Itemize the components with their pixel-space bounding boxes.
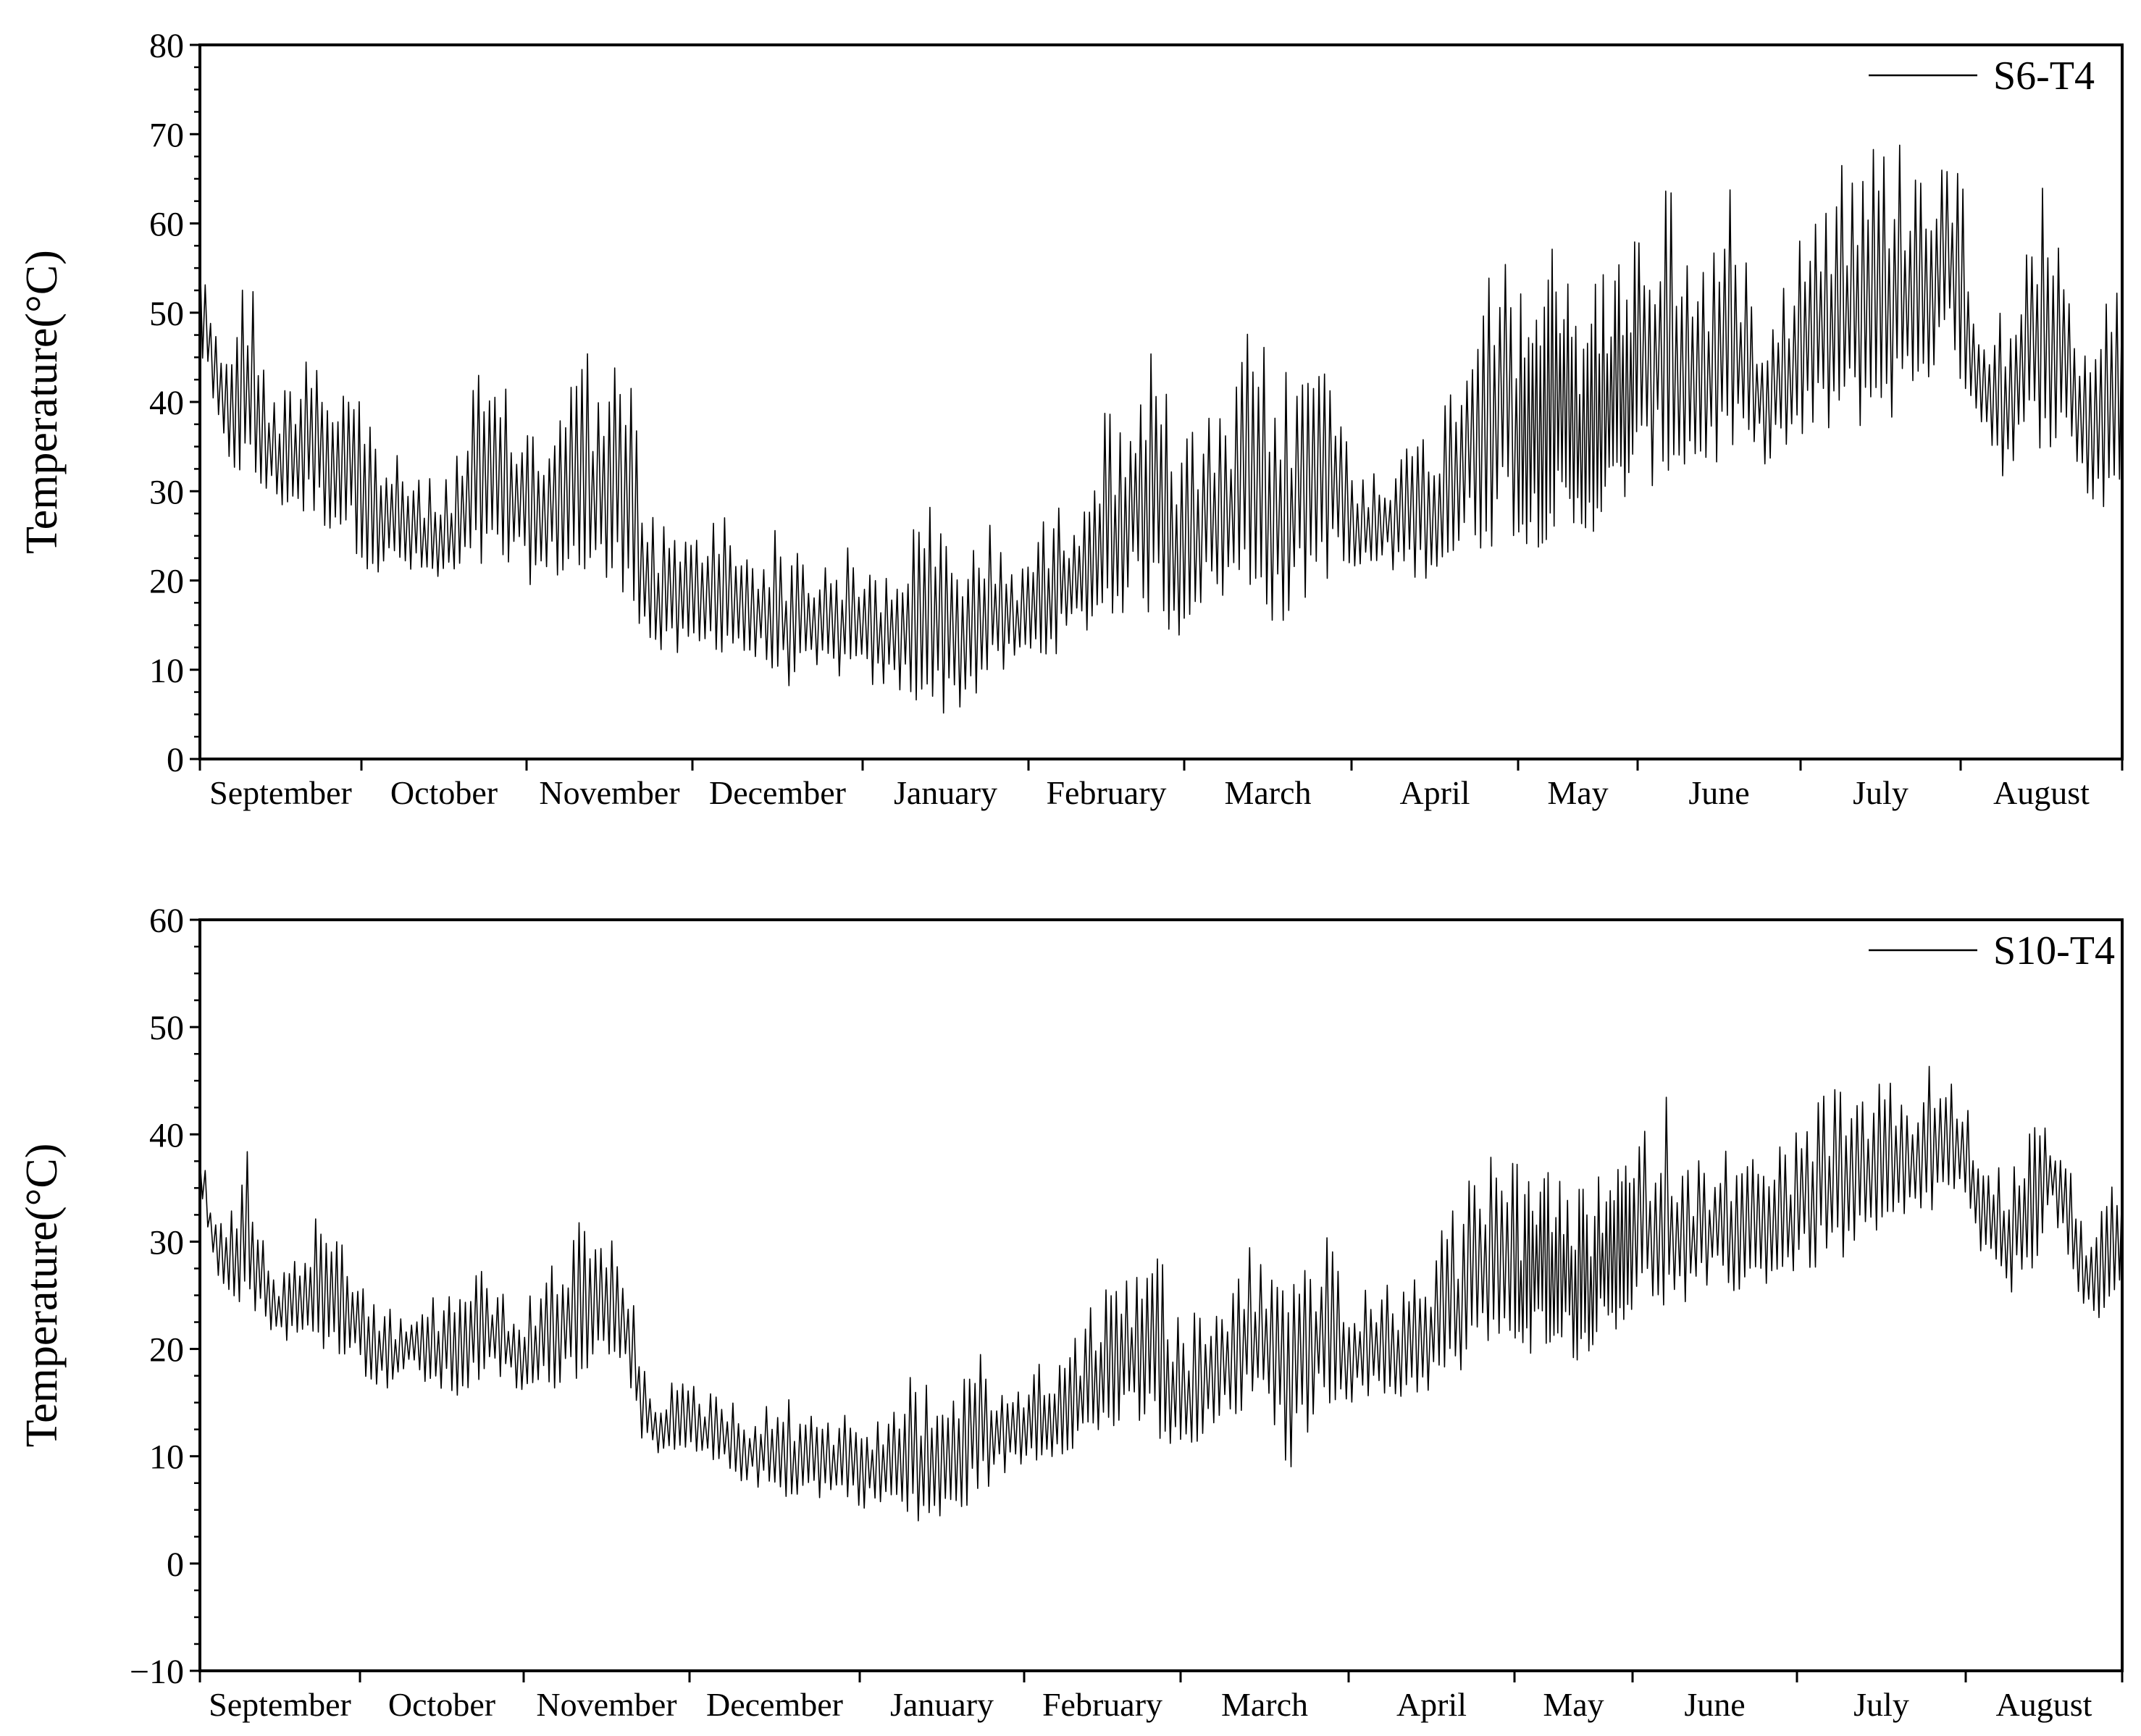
x-tick-label-july: July <box>1853 774 1909 811</box>
x-tick-label-february: February <box>1042 1686 1162 1723</box>
y-tick-label: 50 <box>149 1009 184 1047</box>
y-tick-label: 70 <box>149 116 184 154</box>
legend-label: S10-T4 <box>1993 928 2115 973</box>
x-tick-label-november: November <box>536 1686 676 1723</box>
x-tick-label-december: December <box>709 774 846 811</box>
x-tick-label-march: March <box>1224 774 1311 811</box>
x-tick-label-january: January <box>890 1686 994 1723</box>
y-tick-label: −10 <box>130 1653 184 1691</box>
x-tick-label-may: May <box>1547 774 1608 811</box>
plot-frame <box>198 43 2124 760</box>
x-tick-label-june: June <box>1684 1686 1745 1723</box>
series-line-s10-t4 <box>199 1065 2123 1522</box>
y-tick-label: 0 <box>167 1546 184 1584</box>
x-tick-label-april: April <box>1396 1686 1467 1723</box>
x-tick-label-december: December <box>706 1686 843 1723</box>
x-tick-label-august: August <box>1996 1686 2092 1723</box>
legend-label: S6-T4 <box>1993 54 2095 98</box>
x-tick-label-september: September <box>209 774 352 811</box>
y-tick-label: 20 <box>149 563 184 601</box>
x-tick-label-january: January <box>894 774 997 811</box>
x-tick-label-march: March <box>1221 1686 1308 1723</box>
x-tick-label-november: November <box>539 774 679 811</box>
y-tick-label: 10 <box>149 652 184 690</box>
x-tick-label-october: October <box>388 1686 495 1723</box>
x-tick-label-may: May <box>1543 1686 1604 1723</box>
y-axis-title: Temperature(°C) <box>17 1144 67 1448</box>
y-tick-label: 30 <box>149 1223 184 1262</box>
x-tick-label-july: July <box>1853 1686 1909 1723</box>
y-tick-label: 40 <box>149 1116 184 1154</box>
x-tick-label-august: August <box>1993 774 2090 811</box>
x-tick-label-april: April <box>1399 774 1470 811</box>
x-tick-label-february: February <box>1046 774 1166 811</box>
x-tick-label-june: June <box>1688 774 1749 811</box>
y-tick-label: 30 <box>149 473 184 511</box>
chart-top-s6-t4: 0 10 20 30 40 50 60 70 80 September October Novembe… <box>17 27 2124 811</box>
plot-frame <box>198 918 2124 1672</box>
y-tick-label: 50 <box>149 295 184 333</box>
x-tick-label-october: October <box>390 774 498 811</box>
y-tick-label: 60 <box>149 902 184 940</box>
series-line-s6-t4 <box>199 144 2123 714</box>
y-tick-label: 80 <box>149 27 184 65</box>
y-tick-label: 0 <box>167 741 184 779</box>
y-tick-label: 40 <box>149 384 184 422</box>
y-tick-label: 10 <box>149 1438 184 1477</box>
y-tick-label: 20 <box>149 1331 184 1370</box>
x-tick-label-september: September <box>209 1686 351 1723</box>
chart-bottom-s10-t4: −10 0 10 20 30 40 50 60 September October November… <box>17 902 2124 1723</box>
y-tick-label: 60 <box>149 206 184 244</box>
y-axis-title: Temperature(°C) <box>17 250 67 554</box>
